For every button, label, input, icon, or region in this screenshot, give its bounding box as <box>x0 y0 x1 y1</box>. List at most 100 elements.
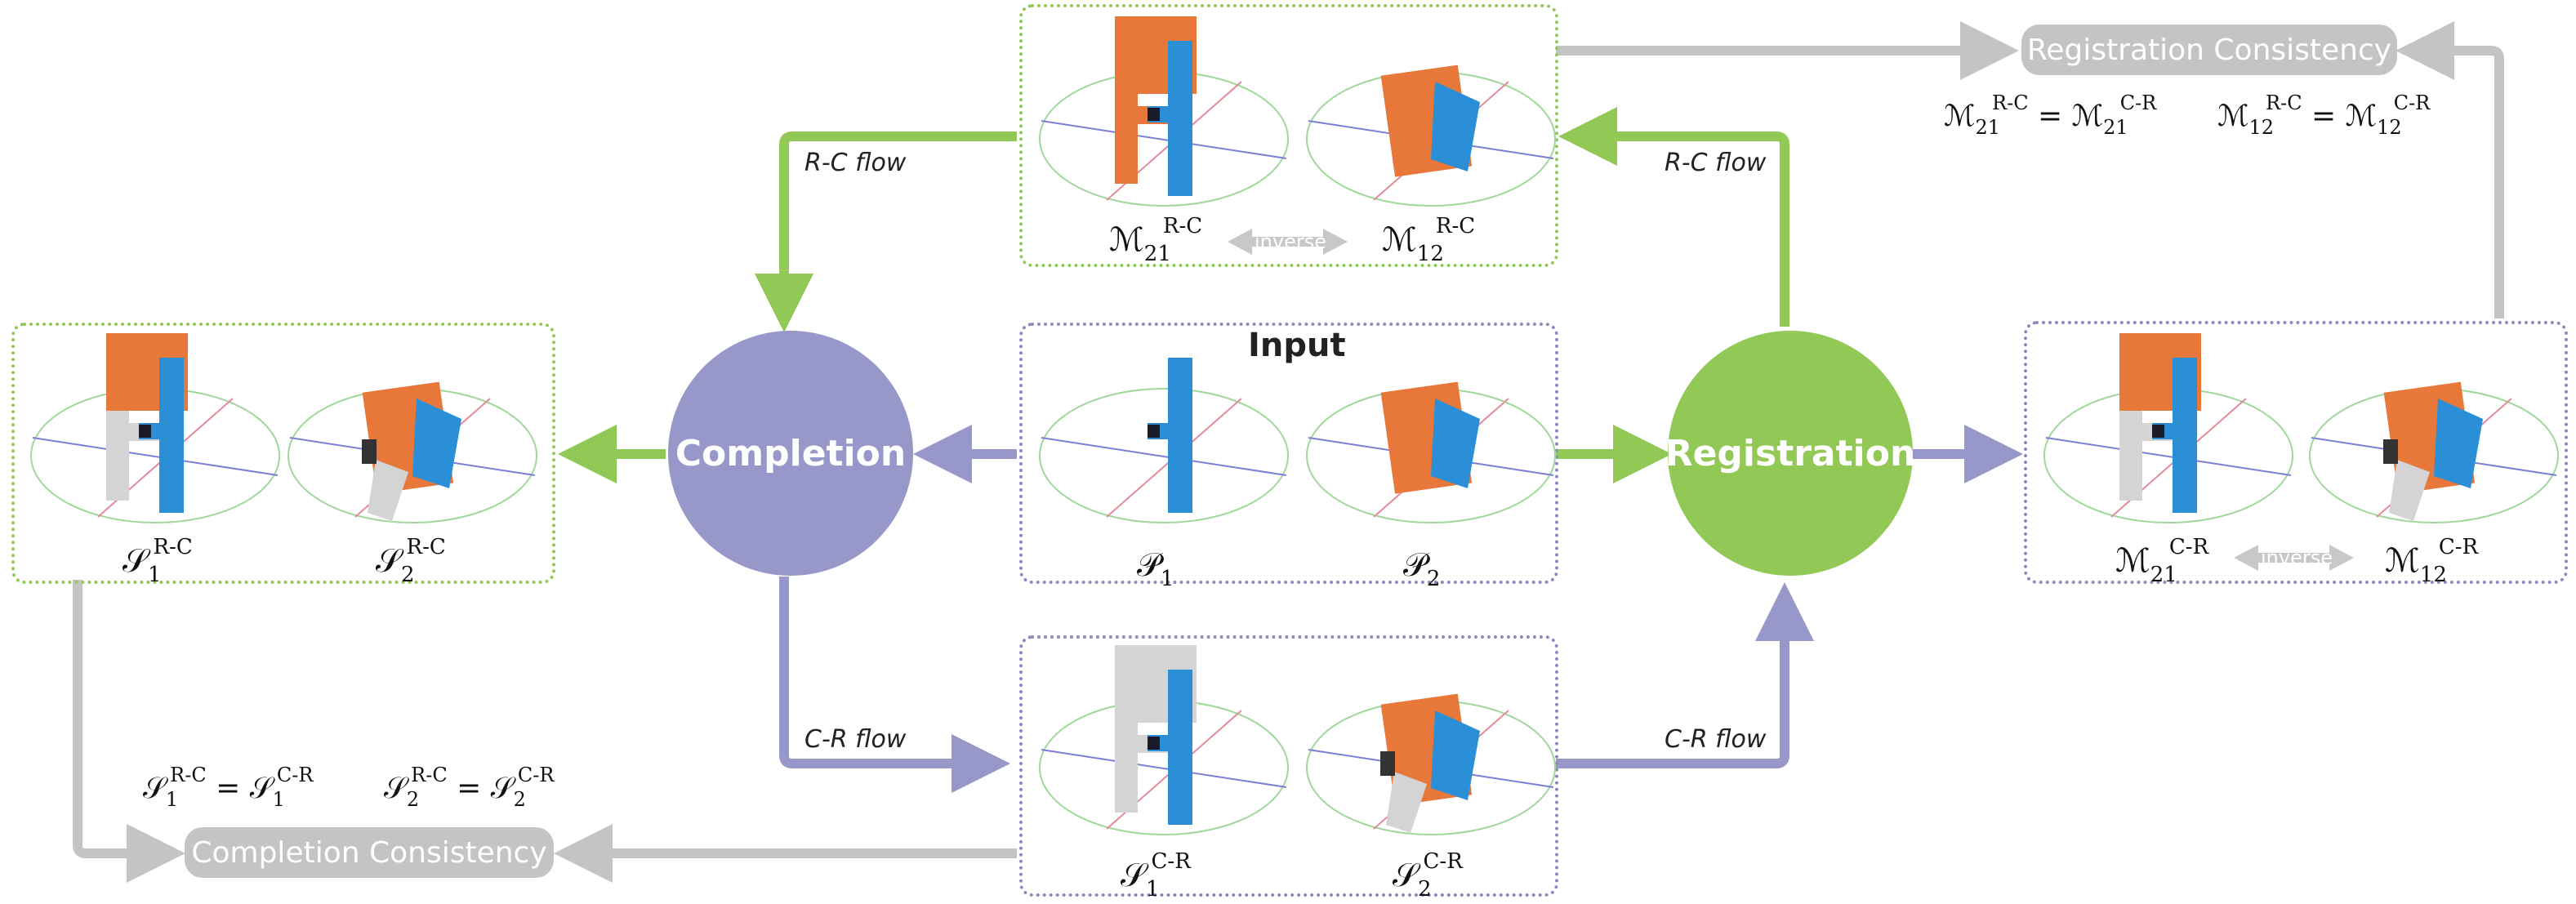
registration-eq-2-rhs-superscript: C-R <box>2393 91 2431 114</box>
equals-sign: = <box>206 772 250 805</box>
cr-completion-2-superscript: C-R <box>1423 849 1463 874</box>
inverse-label-right: inverse <box>2261 546 2333 569</box>
cr-completion-2-base: 𝒮 <box>1393 857 1418 894</box>
rc-completion-1-base: 𝒮 <box>123 542 148 580</box>
rc-registration-symbol-2: ℳ12 R-C <box>1382 214 1475 266</box>
cr-registration-to-consistency-arrow <box>2396 21 2504 318</box>
cr-registration-1-subscript: 21 <box>2150 563 2177 587</box>
rc-flow-label-right: R-C flow <box>1665 149 1767 177</box>
registration-eq-1-rhs-base: ℳ <box>2071 100 2104 133</box>
registration-to-rc-arrow <box>1558 107 1789 327</box>
cr-completion-symbol-2: 𝒮2 C-R <box>1393 849 1463 902</box>
rc-completion-to-consistency-arrow <box>73 580 185 883</box>
cr-registration-1-superscript: C-R <box>2168 535 2209 559</box>
rc-completion-2-subscript: 2 <box>400 563 415 587</box>
rc-registration-panel <box>1019 4 1558 267</box>
cr-comp-s1-dark-joint <box>1148 737 1160 750</box>
completion-eq-2-rhs-superscript: C-R <box>517 764 555 786</box>
registration-eq-2-lhs-superscript: R-C <box>2266 91 2302 114</box>
cr-comp-s2-blue-side <box>1431 710 1480 800</box>
rc-reg-m21-dark-joint <box>1148 108 1160 121</box>
registration-eq-1-lhs-base: ℳ <box>1944 100 1976 133</box>
rc-registration-1-superscript: R-C <box>1162 214 1203 238</box>
completion-consistency-equation-1: 𝒮1R-C = 𝒮1C-R <box>143 764 313 811</box>
registration-eq-2-lhs-subscript: 12 <box>2248 116 2275 139</box>
cr-comp-s2-dark-edge <box>1380 751 1395 776</box>
completion-eq-1-lhs-subscript: 1 <box>165 788 179 811</box>
cr-reg-m12-gray-legs <box>2389 460 2430 521</box>
cr-completion-1-base: 𝒮 <box>1121 857 1146 894</box>
completion-consistency-label: Completion Consistency <box>191 835 547 870</box>
inverse-label-top: inverse <box>1255 230 1326 253</box>
registration-consistency-label: Registration Consistency <box>2026 33 2392 67</box>
cr-flow-label-left: C-R flow <box>804 725 907 754</box>
equals-sign: = <box>2028 100 2072 133</box>
cr-registration-1-base: ℳ <box>2115 542 2150 580</box>
registration-eq-1-lhs-subscript: 21 <box>1975 116 2001 139</box>
inverse-arrow-right <box>2234 545 2354 571</box>
input-2-base: 𝒫 <box>1403 546 1427 584</box>
completion-eq-1-lhs-base: 𝒮 <box>143 772 166 805</box>
rc-comp-s2-blue-side <box>412 399 461 488</box>
rc-registration-symbol-1: ℳ21 R-C <box>1109 214 1202 266</box>
cr-reg-m12-blue-side <box>2434 399 2483 488</box>
inverse-arrow-top <box>1228 229 1348 255</box>
input-p2-blue-side <box>1431 399 1480 488</box>
rc-completion-2-superscript: R-C <box>406 535 446 559</box>
registration-consistency-node: Registration Consistency <box>2021 24 2397 75</box>
registration-eq-1-rhs-superscript: C-R <box>2119 91 2157 114</box>
completion-consistency-node: Completion Consistency <box>185 827 554 878</box>
rc-flow-left-arrow <box>755 131 1017 332</box>
input-2-subscript: 2 <box>1426 567 1441 591</box>
completion-eq-2-lhs-superscript: R-C <box>411 764 448 786</box>
registration-consistency-equation-2: ℳ12R-C = ℳ12C-R <box>2217 91 2430 139</box>
rc-comp-s1-axis-blue <box>32 437 279 476</box>
cr-registration-2-superscript: C-R <box>2438 535 2479 559</box>
completion-node-label: Completion <box>675 432 907 474</box>
input-p1-ground-ellipse <box>1039 388 1289 523</box>
completion-eq-2-lhs-subscript: 2 <box>406 788 420 811</box>
cr-completion-1-subscript: 1 <box>1145 877 1160 902</box>
rc-completion-symbol-1: 𝒮1 R-C <box>123 535 193 587</box>
rc-completion-1-subscript: 1 <box>147 563 162 587</box>
input-p1-dark-joint <box>1148 425 1160 438</box>
cr-reg-m21-dark-joint <box>2152 425 2164 438</box>
cr-flow-label-right: C-R flow <box>1665 725 1767 754</box>
input-p1-axis-blue <box>1041 437 1287 476</box>
equals-sign: = <box>2302 100 2346 133</box>
rc-reg-m12-blue-side <box>1431 82 1480 171</box>
cr-completion-symbol-1: 𝒮1 C-R <box>1121 849 1191 902</box>
cr-completion-1-superscript: C-R <box>1151 849 1191 874</box>
registration-consistency-equation-1: ℳ21R-C = ℳ21C-R <box>1944 91 2156 139</box>
registration-node-label: Registration <box>1665 432 1916 474</box>
cr-registration-2-subscript: 12 <box>2419 563 2447 587</box>
rc-completion-panel <box>11 323 555 584</box>
completion-eq-2-rhs-subscript: 2 <box>513 788 526 811</box>
input-symbol-1: 𝒫1 <box>1137 539 1174 591</box>
rc-completion-2-base: 𝒮 <box>376 542 401 580</box>
rc-registration-2-base: ℳ <box>1382 221 1417 259</box>
cr-comp-s2-gray-legs <box>1386 772 1427 833</box>
cr-completion-2-subscript: 2 <box>1417 877 1432 902</box>
registration-eq-1-lhs-superscript: R-C <box>1992 91 2029 114</box>
completion-eq-1-lhs-superscript: R-C <box>170 764 207 786</box>
completion-node: Completion <box>668 331 913 576</box>
rc-comp-s2-gray-legs <box>368 460 408 521</box>
input-symbol-2: 𝒫2 <box>1403 539 1440 591</box>
equals-sign: = <box>447 772 491 805</box>
rc-registration-1-subscript: 21 <box>1143 242 1171 266</box>
rc-comp-s2-dark-edge <box>362 439 377 464</box>
registration-eq-2-rhs-subscript: 12 <box>2377 116 2402 139</box>
input-1-subscript: 1 <box>1160 567 1174 591</box>
cr-registration-panel <box>2024 321 2568 584</box>
completion-consistency-equation-2: 𝒮2R-C = 𝒮2C-R <box>384 764 554 811</box>
cr-registration-symbol-2: ℳ12 C-R <box>2385 535 2478 587</box>
registration-node: Registration <box>1665 331 1916 576</box>
completion-eq-2-lhs-base: 𝒮 <box>384 772 407 805</box>
rc-registration-2-superscript: R-C <box>1435 214 1476 238</box>
input-title: Input <box>1248 327 1346 364</box>
cr-reg-m12-dark-edge <box>2383 439 2398 464</box>
rc-reg-m21-axis-blue <box>1041 120 1287 159</box>
